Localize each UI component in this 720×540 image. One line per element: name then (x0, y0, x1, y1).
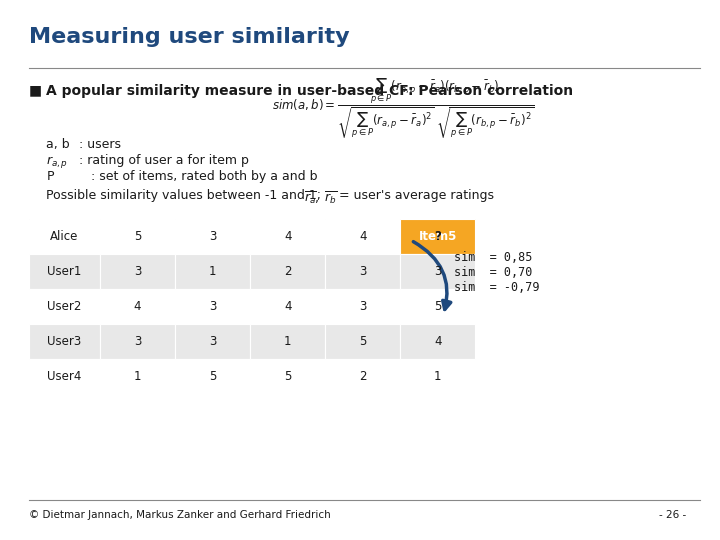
Text: 3: 3 (134, 265, 141, 278)
FancyBboxPatch shape (400, 219, 475, 254)
Text: a, b: a, b (47, 138, 70, 151)
FancyBboxPatch shape (325, 289, 400, 324)
Text: User3: User3 (48, 335, 81, 348)
Text: 4: 4 (284, 230, 292, 243)
FancyBboxPatch shape (175, 219, 250, 254)
Text: Possible similarity values between -1 and 1;: Possible similarity values between -1 an… (47, 189, 321, 202)
FancyBboxPatch shape (250, 254, 325, 289)
Text: = user's average ratings: = user's average ratings (339, 189, 495, 202)
Text: 4: 4 (434, 335, 441, 348)
Text: User2: User2 (47, 300, 81, 313)
FancyBboxPatch shape (250, 219, 325, 254)
Text: © Dietmar Jannach, Markus Zanker and Gerhard Friedrich: © Dietmar Jannach, Markus Zanker and Ger… (29, 510, 330, 521)
Text: 2: 2 (359, 370, 366, 383)
Text: 1: 1 (284, 335, 292, 348)
Text: Item5: Item5 (418, 230, 457, 243)
Text: - 26 -: - 26 - (659, 510, 686, 521)
Text: A popular similarity measure in user-based CF: Pearson correlation: A popular similarity measure in user-bas… (47, 84, 574, 98)
Text: 1: 1 (134, 370, 141, 383)
Text: 5: 5 (359, 335, 366, 348)
FancyBboxPatch shape (100, 219, 175, 254)
Text: 5: 5 (284, 370, 292, 383)
Text: 3: 3 (134, 335, 141, 348)
FancyBboxPatch shape (29, 254, 100, 289)
Text: 4: 4 (359, 230, 366, 243)
FancyBboxPatch shape (325, 219, 400, 254)
Text: sim  = -0,79: sim = -0,79 (454, 281, 539, 294)
FancyBboxPatch shape (175, 219, 250, 254)
Text: Alice: Alice (50, 230, 78, 243)
Text: 3: 3 (209, 335, 216, 348)
FancyBboxPatch shape (175, 324, 250, 359)
Text: Item4: Item4 (343, 230, 382, 243)
Text: $sim(a,b) = \dfrac{\sum_{p \in P}(r_{a,p}-\bar{r}_a)(r_{b,p}-\bar{r}_b)}{\sqrt{\: $sim(a,b) = \dfrac{\sum_{p \in P}(r_{a,p… (271, 76, 534, 140)
Text: Measuring user similarity: Measuring user similarity (29, 27, 349, 47)
FancyBboxPatch shape (325, 359, 400, 394)
FancyBboxPatch shape (400, 359, 475, 394)
Text: sim  = 0,70: sim = 0,70 (454, 266, 532, 279)
FancyArrowPatch shape (413, 242, 451, 309)
FancyBboxPatch shape (250, 219, 325, 254)
Text: $\overline{r_a},\;\overline{r_b}$: $\overline{r_a},\;\overline{r_b}$ (304, 189, 338, 206)
Text: 3: 3 (209, 230, 216, 243)
Text: 3: 3 (359, 300, 366, 313)
FancyBboxPatch shape (250, 359, 325, 394)
FancyBboxPatch shape (100, 359, 175, 394)
Text: 5: 5 (434, 300, 441, 313)
FancyBboxPatch shape (29, 289, 100, 324)
FancyBboxPatch shape (29, 219, 100, 254)
FancyBboxPatch shape (400, 254, 475, 289)
Text: 4: 4 (134, 300, 141, 313)
Text: 3: 3 (209, 300, 216, 313)
Text: 1: 1 (434, 370, 441, 383)
Text: 5: 5 (134, 230, 141, 243)
Text: User4: User4 (47, 370, 81, 383)
Text: 3: 3 (359, 265, 366, 278)
Text: 3: 3 (434, 265, 441, 278)
FancyBboxPatch shape (250, 289, 325, 324)
Text: : set of items, rated both by a and b: : set of items, rated both by a and b (75, 170, 318, 183)
FancyBboxPatch shape (400, 324, 475, 359)
FancyBboxPatch shape (100, 289, 175, 324)
FancyBboxPatch shape (100, 254, 175, 289)
Text: Item3: Item3 (269, 230, 307, 243)
FancyBboxPatch shape (29, 324, 100, 359)
FancyBboxPatch shape (100, 219, 175, 254)
Text: $r_{a,p}$: $r_{a,p}$ (47, 154, 68, 170)
Text: ■: ■ (29, 84, 42, 98)
Text: 1: 1 (209, 265, 216, 278)
FancyBboxPatch shape (29, 359, 100, 394)
Text: Item2: Item2 (194, 230, 232, 243)
Text: 4: 4 (284, 300, 292, 313)
FancyBboxPatch shape (400, 289, 475, 324)
Text: User1: User1 (47, 265, 81, 278)
FancyBboxPatch shape (325, 254, 400, 289)
FancyBboxPatch shape (175, 359, 250, 394)
Text: 2: 2 (284, 265, 292, 278)
Text: P: P (47, 170, 54, 183)
FancyBboxPatch shape (400, 219, 475, 254)
Text: Item1: Item1 (118, 230, 157, 243)
FancyBboxPatch shape (250, 324, 325, 359)
FancyBboxPatch shape (29, 219, 100, 254)
FancyBboxPatch shape (325, 324, 400, 359)
Text: 5: 5 (209, 370, 216, 383)
FancyBboxPatch shape (175, 289, 250, 324)
FancyBboxPatch shape (175, 254, 250, 289)
Text: sim  = 0,85: sim = 0,85 (454, 251, 532, 264)
FancyBboxPatch shape (100, 324, 175, 359)
FancyBboxPatch shape (325, 219, 400, 254)
Text: : rating of user a for item p: : rating of user a for item p (75, 154, 249, 167)
Text: ?: ? (434, 230, 441, 243)
Text: : users: : users (75, 138, 121, 151)
